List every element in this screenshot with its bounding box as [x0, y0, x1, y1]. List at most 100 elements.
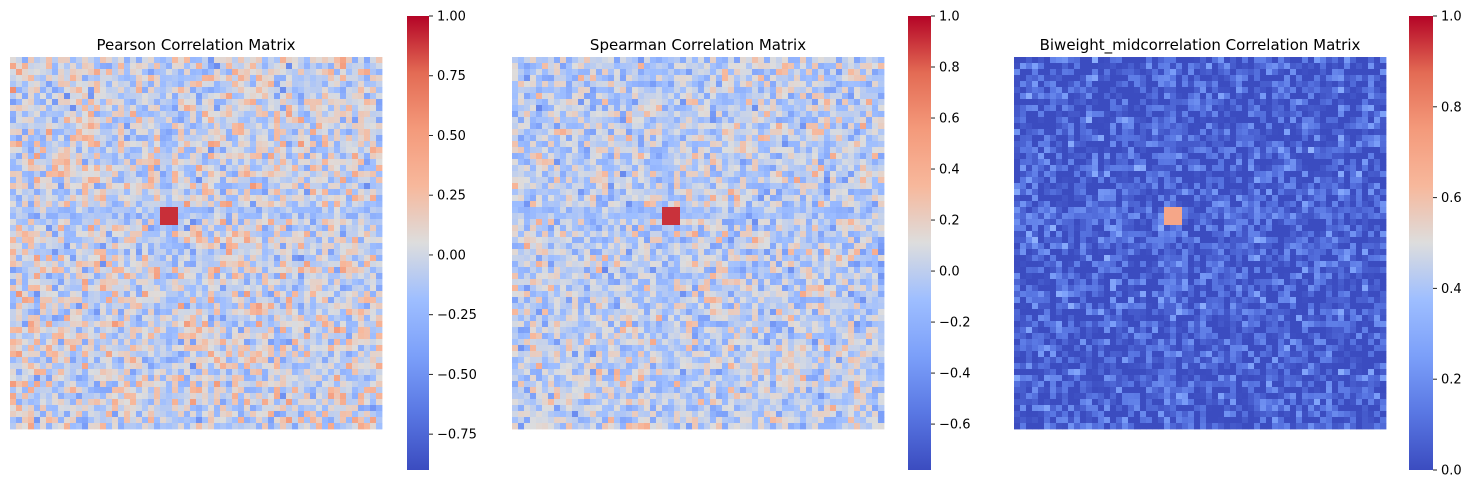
heatmap-cell — [686, 99, 693, 106]
heatmap-cell — [94, 399, 101, 406]
heatmap-cell — [316, 213, 323, 220]
heatmap-cell — [232, 399, 239, 406]
heatmap-cell — [364, 417, 371, 424]
heatmap-cell — [298, 363, 305, 370]
heatmap-cell — [160, 237, 167, 244]
heatmap-cell — [364, 423, 371, 430]
heatmap-cell — [268, 81, 275, 88]
heatmap-cell — [214, 381, 221, 388]
heatmap-cell — [244, 249, 251, 256]
heatmap-cell — [76, 411, 83, 418]
heatmap-cell — [28, 285, 35, 292]
heatmap-cell — [364, 75, 371, 82]
heatmap-cell — [370, 117, 377, 124]
heatmap-cell — [112, 213, 119, 220]
heatmap-cell — [10, 339, 17, 346]
heatmap-cell — [376, 423, 383, 430]
heatmap-cell — [64, 249, 71, 256]
heatmap-cell — [274, 411, 281, 418]
heatmap-cell — [352, 171, 359, 178]
heatmap-cell — [226, 297, 233, 304]
heatmap-cell — [376, 345, 383, 352]
heatmap-cell — [286, 363, 293, 370]
heatmap-cell — [250, 345, 257, 352]
heatmap-cell — [256, 57, 263, 64]
heatmap-cell — [28, 195, 35, 202]
heatmap-cell — [776, 63, 783, 70]
heatmap-cell — [118, 165, 125, 172]
heatmap-cell — [376, 231, 383, 238]
heatmap-cell — [82, 129, 89, 136]
heatmap-cell — [160, 177, 167, 184]
heatmap-cell — [352, 87, 359, 94]
heatmap-cell — [40, 183, 47, 190]
heatmap-cell — [560, 63, 567, 70]
heatmap-cell — [202, 399, 209, 406]
heatmap-cell — [76, 123, 83, 130]
heatmap-cell — [280, 81, 287, 88]
heatmap-cell — [196, 411, 203, 418]
heatmap-cell — [364, 273, 371, 280]
heatmap-cell — [100, 147, 107, 154]
heatmap-cell — [800, 99, 807, 106]
heatmap-cell — [220, 423, 227, 430]
heatmap-cell — [196, 267, 203, 274]
heatmap-cell — [220, 153, 227, 160]
heatmap-cell — [52, 231, 59, 238]
heatmap-cell — [214, 333, 221, 340]
heatmap-cell — [178, 159, 185, 166]
heatmap-cell — [358, 267, 365, 274]
heatmap-cell — [358, 369, 365, 376]
heatmap-cell — [184, 375, 191, 382]
heatmap-cell — [160, 81, 167, 88]
heatmap-cell — [124, 99, 131, 106]
heatmap-cell — [124, 381, 131, 388]
heatmap-cell — [358, 219, 365, 226]
heatmap-cell — [328, 369, 335, 376]
heatmap-cell — [172, 153, 179, 160]
heatmap-cell — [304, 315, 311, 322]
heatmap-cell — [100, 135, 107, 142]
heatmap-cell — [250, 225, 257, 232]
heatmap-cell — [130, 279, 137, 286]
heatmap-cell — [166, 297, 173, 304]
heatmap-cell — [524, 57, 531, 64]
heatmap-cell — [22, 357, 29, 364]
heatmap-cell — [716, 159, 723, 166]
heatmap-cell — [818, 75, 825, 82]
heatmap-cell — [782, 105, 789, 112]
heatmap-cell — [758, 57, 765, 64]
heatmap-cell — [28, 93, 35, 100]
heatmap-cell — [298, 117, 305, 124]
heatmap-cell — [34, 291, 41, 298]
heatmap-cell — [310, 333, 317, 340]
heatmap-cell — [202, 303, 209, 310]
heatmap-cell — [298, 387, 305, 394]
heatmap-cell — [530, 117, 537, 124]
heatmap-cell — [112, 177, 119, 184]
heatmap-cell — [76, 417, 83, 424]
heatmap-cell — [100, 411, 107, 418]
heatmap-cell — [608, 75, 615, 82]
heatmap-cell — [364, 393, 371, 400]
heatmap-cell — [208, 219, 215, 226]
heatmap-cell — [238, 315, 245, 322]
heatmap-cell — [214, 321, 221, 328]
heatmap-cell — [202, 297, 209, 304]
heatmap-cell — [88, 147, 95, 154]
heatmap-cell — [154, 303, 161, 310]
heatmap-cell — [836, 135, 843, 142]
heatmap-cell — [58, 321, 65, 328]
heatmap-cell — [220, 207, 227, 214]
heatmap-cell — [202, 81, 209, 88]
heatmap-cell — [848, 141, 855, 148]
heatmap-cell — [334, 339, 341, 346]
heatmap-cell — [866, 153, 873, 160]
heatmap-cell — [340, 279, 347, 286]
heatmap-cell — [76, 219, 83, 226]
heatmap-cell — [280, 183, 287, 190]
heatmap-cell — [364, 351, 371, 358]
heatmap-cell — [190, 363, 197, 370]
heatmap-cell — [64, 231, 71, 238]
heatmap-cell — [244, 213, 251, 220]
